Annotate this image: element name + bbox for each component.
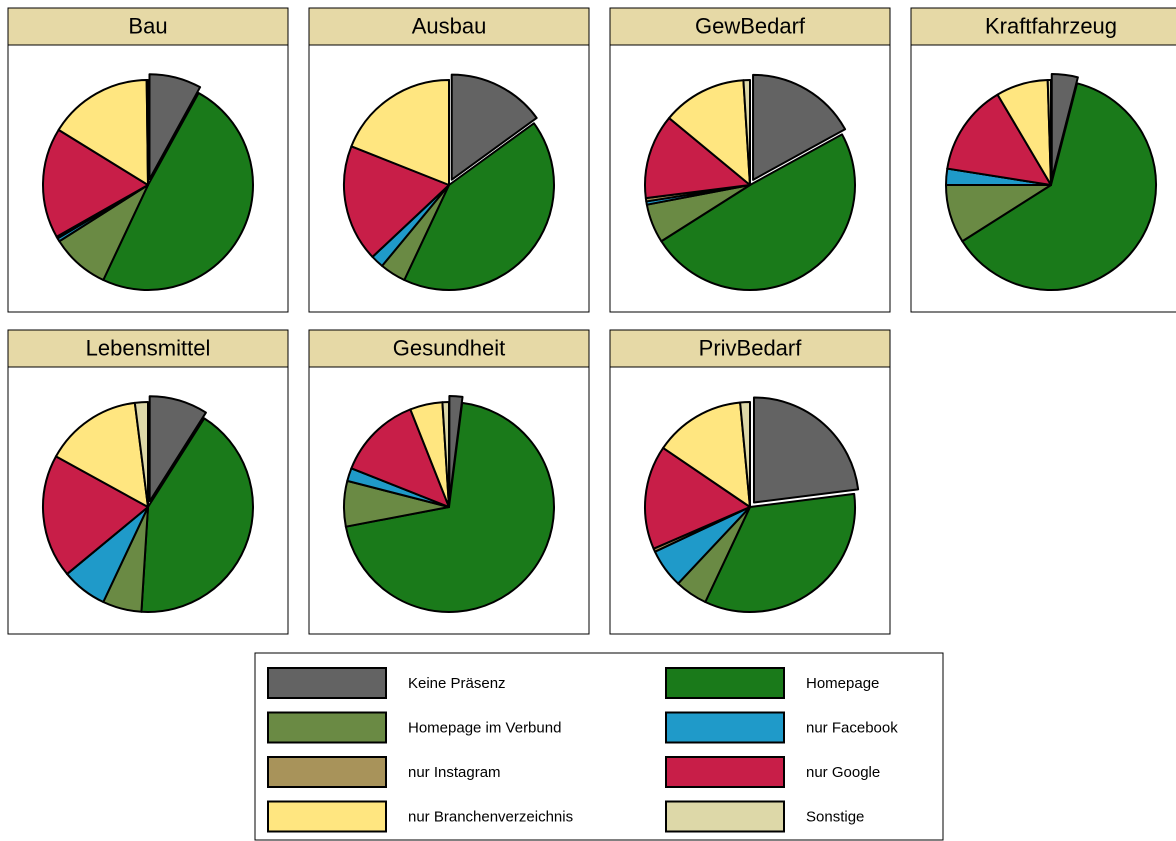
- pie-slice: [133, 401, 149, 508]
- panel-strip: [609, 329, 891, 368]
- pie-slice: [660, 133, 856, 291]
- pie-slice: [54, 401, 149, 508]
- panel-title: Lebensmittel: [86, 335, 211, 360]
- panel-title: PrivBedarf: [699, 335, 803, 360]
- pie-slice: [441, 401, 450, 508]
- panel-strip: [910, 7, 1176, 46]
- panel-title: GewBedarf: [695, 13, 806, 38]
- legend-swatch: [267, 756, 387, 788]
- legend-swatch: [665, 756, 785, 788]
- legend-swatch: [665, 667, 785, 699]
- pie-slice: [145, 79, 149, 186]
- panel-title: Gesundheit: [393, 335, 506, 360]
- pie-slice: [350, 79, 450, 186]
- pie-slice: [344, 401, 555, 613]
- pie-slice: [450, 73, 538, 181]
- pie-slice: [1046, 78, 1052, 186]
- pie-slice: [662, 401, 751, 508]
- legend-label: Homepage im Verbund: [408, 719, 561, 736]
- pie-slice: [739, 401, 751, 508]
- legend-label: nur Instagram: [408, 764, 501, 781]
- pie-slice: [102, 91, 254, 291]
- pie-slice: [350, 408, 450, 508]
- pie-slice: [343, 145, 450, 258]
- pie-slice: [140, 417, 254, 613]
- pie-slice: [946, 93, 1052, 186]
- pie-slice: [752, 73, 847, 181]
- panel-strip: [609, 7, 891, 46]
- pie-slice: [961, 82, 1157, 291]
- pie-slice: [57, 79, 149, 186]
- pie-slice: [644, 117, 751, 200]
- panel-strip: [7, 7, 289, 46]
- panel-title: Kraftfahrzeug: [985, 13, 1117, 38]
- pie-slice: [644, 446, 751, 550]
- legend-swatch: [665, 800, 785, 833]
- pie-slice: [752, 396, 860, 504]
- pie-slice: [668, 79, 751, 186]
- panel-title: Ausbau: [412, 13, 487, 38]
- legend-label: Homepage: [806, 675, 879, 692]
- legend-label: nur Google: [806, 764, 880, 781]
- legend-swatch: [665, 711, 785, 744]
- pie-slice: [42, 455, 149, 575]
- pie-slice: [742, 79, 751, 186]
- panel-strip: [308, 329, 590, 368]
- panel-title: Bau: [128, 13, 167, 38]
- legend-label: Sonstige: [806, 808, 864, 825]
- pie-slice: [148, 73, 202, 181]
- legend-label: nur Facebook: [806, 719, 898, 736]
- panel-strip: [308, 7, 590, 46]
- pie-slice: [403, 122, 555, 291]
- pie-slice: [148, 395, 207, 503]
- legend-swatch: [267, 800, 387, 833]
- legend-label: nur Branchenverzeichnis: [408, 808, 573, 825]
- legend-swatch: [267, 667, 387, 699]
- panel-strip: [7, 329, 289, 368]
- legend-label: Keine Präsenz: [408, 675, 506, 692]
- pie-slice: [42, 128, 149, 238]
- legend-swatch: [267, 711, 387, 744]
